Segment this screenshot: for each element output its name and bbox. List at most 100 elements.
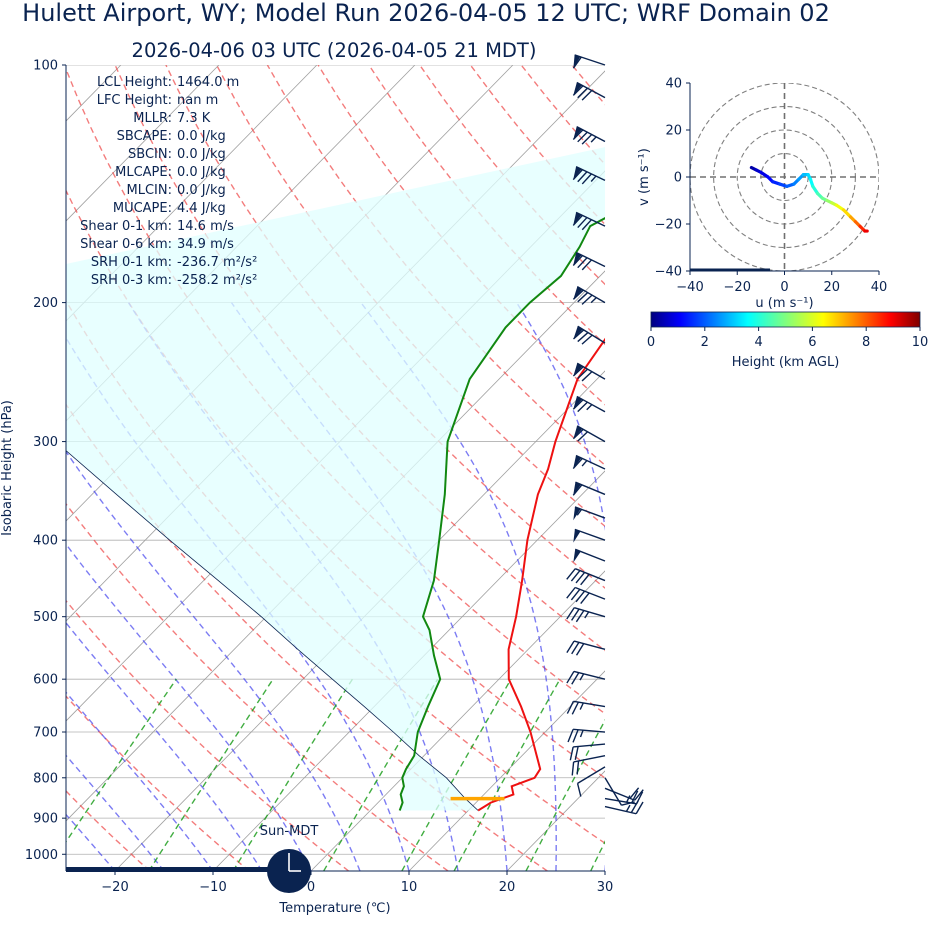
- hodograph-y-tick-label: −20: [655, 218, 682, 233]
- index-value: 0.0 J/kg: [177, 147, 226, 162]
- sounding-indices: LCL Height: 1464.0 m LFC Height: nan m MLLR:…: [80, 75, 257, 288]
- wind-barb: [572, 285, 606, 305]
- dry-adiabat: [724, 65, 928, 871]
- wind-barb: [572, 81, 606, 101]
- index-label: SBCIN:: [128, 147, 172, 162]
- dry-adiabat: [66, 502, 449, 871]
- barb-flag: [575, 590, 586, 603]
- wind-barb: [571, 754, 606, 776]
- index-value: 4.4 J/kg: [177, 201, 226, 216]
- wind-barb: [566, 586, 606, 605]
- barb-flag: [572, 289, 584, 300]
- wind-barb: [604, 787, 644, 801]
- barb-staff: [577, 766, 606, 784]
- barb-half-flag: [590, 175, 597, 182]
- barb-flag: [580, 573, 590, 586]
- barb-staff: [576, 81, 606, 99]
- barb-flag: [576, 760, 580, 775]
- colorbar-tick-label: 4: [754, 335, 762, 350]
- wind-barb: [572, 125, 606, 145]
- barb-flag: [570, 588, 581, 601]
- barb-pennant: [573, 166, 582, 180]
- barb-pennant: [573, 396, 583, 410]
- barb-flag: [574, 746, 579, 760]
- barb-half-flag: [590, 297, 597, 304]
- isotherm: [66, 65, 416, 422]
- barb-flag: [566, 568, 576, 580]
- wind-barb: [572, 362, 606, 382]
- barb-flag: [570, 570, 581, 582]
- barb-staff: [604, 787, 635, 801]
- mixing-ratio-line: [638, 679, 732, 871]
- hodograph-y-tick-label: −40: [655, 265, 682, 280]
- index-label: MLCAPE:: [115, 165, 172, 180]
- barb-flag: [577, 292, 589, 303]
- barb-flag: [581, 219, 592, 231]
- barb-flag: [572, 214, 583, 226]
- wind-barb: [566, 568, 606, 586]
- barb-half-flag: [590, 136, 597, 143]
- x-tick-label: 20: [499, 880, 516, 895]
- mixing-ratio-line: [148, 678, 274, 871]
- barb-flag: [572, 484, 583, 496]
- skewt-y-axis-label: Isobaric Height (hPa): [0, 400, 15, 536]
- barb-staff: [573, 743, 606, 748]
- skewt-x-axis-label: Temperature (℃): [278, 901, 390, 916]
- index-value: 1464.0 m: [177, 75, 239, 90]
- barb-flag: [635, 801, 644, 815]
- temperature-line: [477, 337, 605, 812]
- barb-staff: [576, 362, 606, 380]
- index-value: -236.7 m²/s²: [177, 255, 257, 270]
- y-tick-label: 1000: [25, 848, 58, 863]
- barb-flag: [569, 746, 574, 761]
- hodograph-x-tick-label: −40: [676, 280, 703, 295]
- barb-pennant: [573, 126, 582, 140]
- barb-pennant: [573, 363, 583, 376]
- clock-icon: [267, 849, 311, 893]
- dry-adiabat: [775, 65, 928, 871]
- barb-flag: [577, 431, 589, 442]
- moist-adiabat: [360, 302, 557, 871]
- barb-flag: [572, 56, 582, 69]
- figure-subtitle: 2026-04-06 03 UTC (2026-04-05 21 MDT): [132, 39, 537, 62]
- mixing-ratio-line: [590, 840, 605, 871]
- barb-flag: [566, 671, 575, 684]
- figure-title: Hulett Airport, WY; Model Run 2026-04-05…: [22, 0, 830, 27]
- barb-staff: [576, 285, 606, 304]
- skewt-y-axis: 100 200 300 400 500 600 700 800 900 1000: [25, 59, 66, 863]
- barb-flag: [577, 217, 588, 229]
- hodograph-y-tick-label: 20: [665, 124, 682, 139]
- barb-staff: [575, 481, 606, 496]
- barb-staff: [576, 125, 606, 143]
- barb-half-flag: [586, 404, 593, 411]
- isotherm: [212, 470, 605, 871]
- mixing-ratio-line: [66, 678, 177, 843]
- moist-adiabat: [66, 336, 410, 871]
- barb-flag: [567, 729, 574, 743]
- mixing-ratio-line: [453, 678, 561, 871]
- hodograph-y-tick-label: 0: [674, 171, 682, 186]
- x-tick-label: 30: [597, 880, 614, 895]
- barb-staff: [577, 325, 606, 344]
- barb-half-flag: [576, 508, 583, 516]
- height-colorbar: 0 2 4 6 8 10 Height (km AGL): [647, 311, 928, 370]
- barb-flag: [581, 90, 593, 101]
- barb-pennant: [573, 529, 581, 543]
- index-value: 7.3 K: [177, 111, 211, 126]
- mixing-ratio-line: [525, 718, 605, 871]
- wind-barb: [569, 743, 606, 761]
- dry-adiabat: [623, 65, 928, 871]
- dry-adiabat: [674, 65, 928, 871]
- barb-staff: [575, 568, 606, 582]
- barb-flag: [572, 366, 584, 377]
- barb-half-flag: [625, 804, 631, 812]
- barb-flag: [631, 790, 639, 804]
- wind-barb: [604, 790, 644, 805]
- hodograph-x-tick-label: 20: [823, 280, 840, 295]
- barb-flag: [581, 371, 593, 382]
- barb-flag: [572, 85, 584, 96]
- index-label: MLLR:: [133, 111, 172, 126]
- barb-flag: [571, 608, 580, 621]
- barb-pennant: [573, 507, 581, 521]
